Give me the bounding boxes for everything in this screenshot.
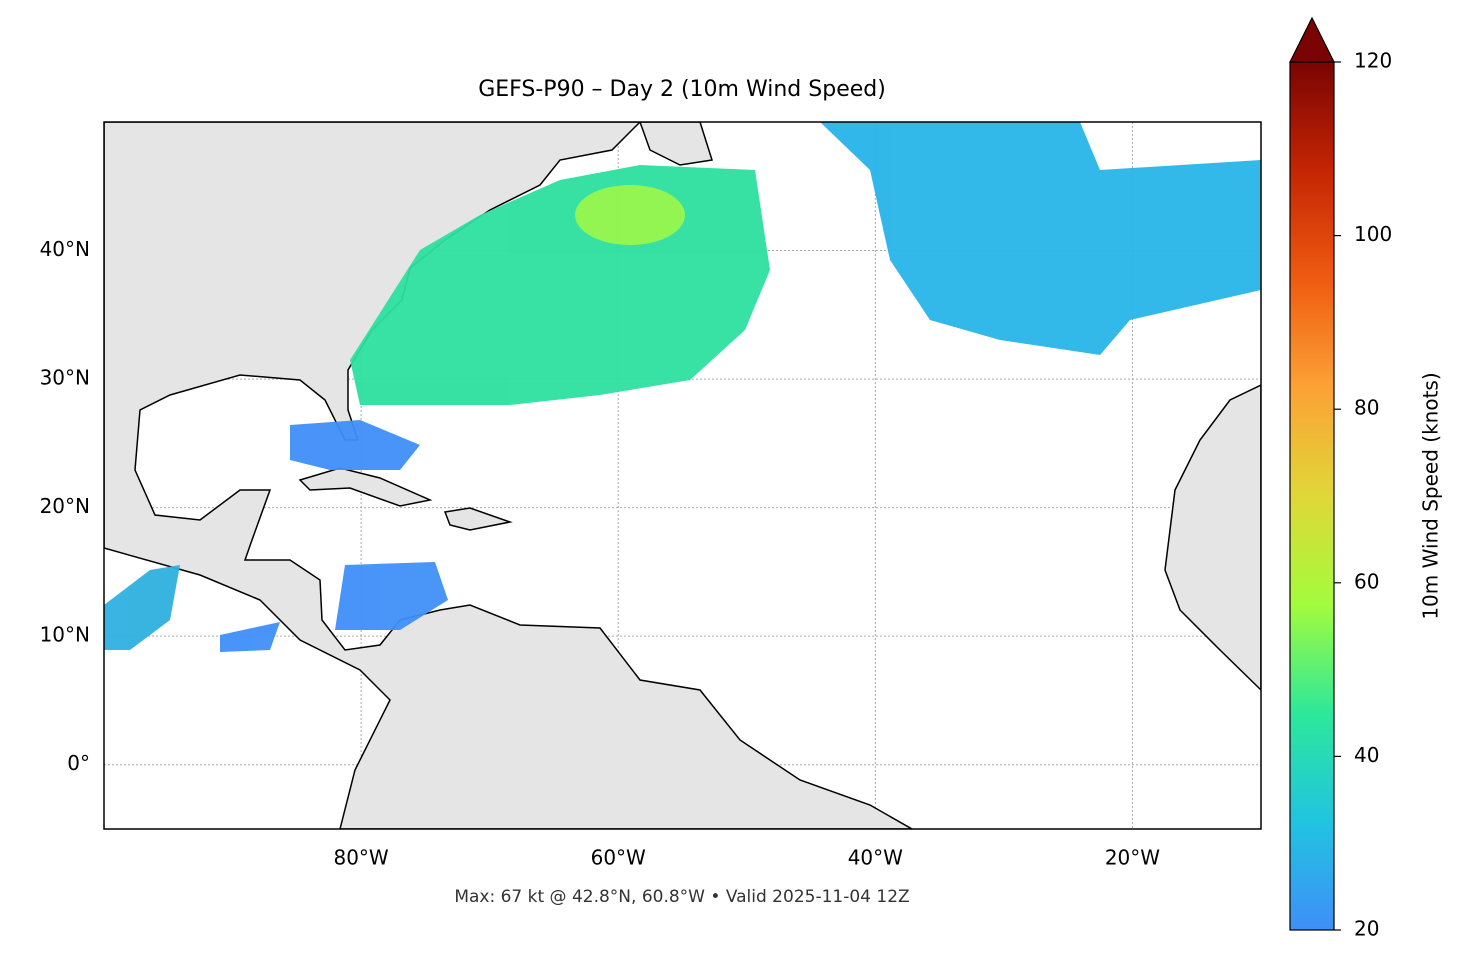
colorbar-frame [1289, 61, 1335, 931]
map-frame [103, 121, 1262, 830]
colorbar-tick-label: 20 [1354, 917, 1379, 941]
wind-area [220, 622, 280, 652]
wind-area [820, 122, 1261, 355]
wind-core [575, 185, 685, 245]
newfoundland [639, 122, 713, 166]
y-tick-label: 0° [67, 751, 90, 775]
map-area [104, 122, 1261, 829]
wind-area [290, 420, 420, 470]
colorbar-tick-label: 80 [1354, 396, 1379, 420]
colorbar-tick-label: 60 [1354, 569, 1379, 593]
land [104, 122, 1261, 829]
colorbar-tick-label: 40 [1354, 743, 1379, 767]
y-tick-label: 30°N [40, 366, 90, 390]
caption: Max: 67 kt @ 42.8°N, 60.8°W • Valid 2025… [454, 887, 909, 907]
colorbar [1290, 62, 1334, 930]
wind-field [104, 122, 1261, 652]
hispaniola [443, 507, 513, 531]
chart-title: GEFS-P90 – Day 2 (10m Wind Speed) [478, 77, 886, 102]
x-tick-label: 80°W [333, 846, 388, 870]
y-tick-label: 20°N [40, 494, 90, 518]
africa [1164, 384, 1261, 692]
y-tick-label: 40°N [40, 237, 90, 261]
wind-area [335, 562, 448, 630]
colorbar-label: 10m Wind Speed (knots) [1419, 372, 1443, 619]
y-tick-label: 10°N [40, 623, 90, 647]
wind-area [104, 565, 180, 650]
x-tick-label: 60°W [591, 846, 646, 870]
colorbar-tick-label: 100 [1354, 222, 1392, 246]
x-tick-label: 20°W [1105, 846, 1160, 870]
colorbar-tick-label: 120 [1354, 49, 1392, 73]
colorbar-extension [1289, 16, 1335, 63]
x-tick-label: 40°W [848, 846, 903, 870]
